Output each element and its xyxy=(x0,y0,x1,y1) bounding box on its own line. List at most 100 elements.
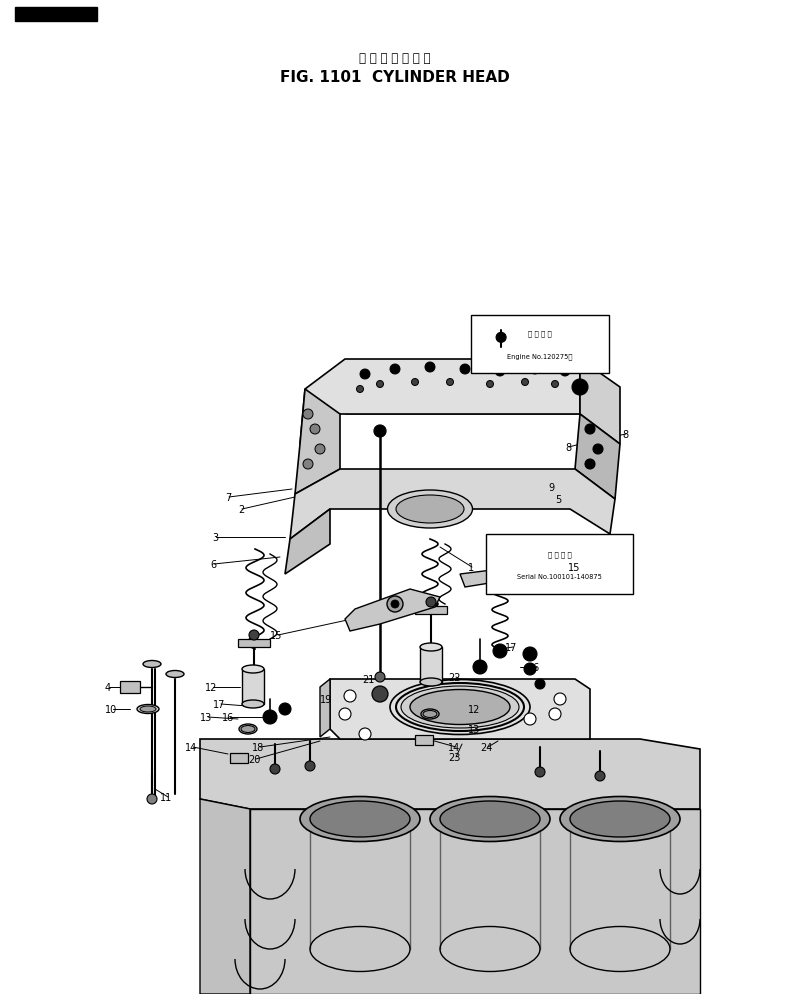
Text: Engine No.120275〜: Engine No.120275〜 xyxy=(507,353,573,360)
Circle shape xyxy=(446,379,453,386)
Circle shape xyxy=(572,380,588,396)
Ellipse shape xyxy=(410,690,510,725)
Bar xyxy=(120,681,140,693)
Polygon shape xyxy=(295,390,340,494)
Bar xyxy=(420,647,442,682)
Circle shape xyxy=(460,365,470,375)
Circle shape xyxy=(279,704,291,716)
Circle shape xyxy=(595,771,605,781)
Polygon shape xyxy=(285,510,330,575)
Circle shape xyxy=(305,761,315,771)
Circle shape xyxy=(585,424,595,434)
Bar xyxy=(15,8,97,22)
Circle shape xyxy=(554,693,566,706)
Circle shape xyxy=(339,709,351,721)
Text: 13: 13 xyxy=(468,725,480,735)
Circle shape xyxy=(372,686,388,703)
Circle shape xyxy=(521,379,528,386)
Text: 1: 1 xyxy=(468,563,474,573)
Ellipse shape xyxy=(242,665,264,673)
Text: 3: 3 xyxy=(212,533,218,543)
Text: 17: 17 xyxy=(505,642,517,652)
Text: FIG. 1101  CYLINDER HEAD: FIG. 1101 CYLINDER HEAD xyxy=(280,71,510,85)
Text: 13: 13 xyxy=(200,713,212,723)
Circle shape xyxy=(377,381,384,388)
Circle shape xyxy=(249,630,259,640)
Text: 適 用 号 等: 適 用 号 等 xyxy=(528,330,552,337)
Bar xyxy=(230,753,248,763)
Ellipse shape xyxy=(166,671,184,678)
Bar xyxy=(471,316,609,374)
Text: 12: 12 xyxy=(205,682,218,692)
Ellipse shape xyxy=(430,797,550,842)
Bar xyxy=(415,736,433,746)
Ellipse shape xyxy=(560,797,680,842)
Circle shape xyxy=(535,679,545,689)
Circle shape xyxy=(496,333,506,343)
Circle shape xyxy=(263,711,277,725)
Polygon shape xyxy=(320,679,330,738)
Ellipse shape xyxy=(241,726,255,733)
Text: 18: 18 xyxy=(252,743,264,752)
Ellipse shape xyxy=(421,710,439,720)
Circle shape xyxy=(357,386,364,393)
Text: 2: 2 xyxy=(238,505,244,515)
Circle shape xyxy=(375,672,385,682)
Circle shape xyxy=(360,370,370,380)
Text: 7: 7 xyxy=(225,492,231,503)
Text: 20: 20 xyxy=(248,754,260,764)
Text: 15: 15 xyxy=(568,563,581,573)
Bar xyxy=(238,639,270,647)
Circle shape xyxy=(426,597,436,607)
Text: 14: 14 xyxy=(448,743,460,752)
Circle shape xyxy=(147,794,157,804)
Text: 10: 10 xyxy=(105,705,117,715)
Circle shape xyxy=(495,367,505,377)
Text: 14: 14 xyxy=(185,743,197,752)
Ellipse shape xyxy=(401,686,519,729)
Circle shape xyxy=(359,729,371,741)
Circle shape xyxy=(473,660,487,674)
Circle shape xyxy=(493,571,507,584)
Text: シ リ ン ダ ヘ ッ ド: シ リ ン ダ ヘ ッ ド xyxy=(359,52,431,65)
Polygon shape xyxy=(575,414,620,500)
Text: 24: 24 xyxy=(480,743,492,752)
Circle shape xyxy=(303,410,313,419)
Text: Serial No.100101-140875: Serial No.100101-140875 xyxy=(517,574,602,580)
Text: 5: 5 xyxy=(555,494,562,505)
Text: 9: 9 xyxy=(548,482,554,492)
Circle shape xyxy=(549,709,561,721)
Circle shape xyxy=(493,565,507,579)
Circle shape xyxy=(560,367,570,377)
Polygon shape xyxy=(580,360,620,444)
Ellipse shape xyxy=(440,801,540,837)
Text: 25: 25 xyxy=(596,572,610,581)
Circle shape xyxy=(486,381,494,388)
Ellipse shape xyxy=(423,711,437,718)
Bar xyxy=(415,606,447,614)
Circle shape xyxy=(391,600,399,608)
Ellipse shape xyxy=(300,797,420,842)
Circle shape xyxy=(387,596,403,612)
Text: 17: 17 xyxy=(213,700,225,710)
Polygon shape xyxy=(290,469,615,540)
Text: 22: 22 xyxy=(448,672,460,682)
Text: 15: 15 xyxy=(270,630,282,640)
Ellipse shape xyxy=(137,705,159,714)
Text: 16: 16 xyxy=(528,662,540,672)
Bar xyxy=(486,535,633,594)
Circle shape xyxy=(425,363,435,373)
Circle shape xyxy=(390,365,400,375)
Text: 8: 8 xyxy=(565,442,571,452)
Circle shape xyxy=(493,644,507,658)
Polygon shape xyxy=(300,360,580,444)
Circle shape xyxy=(411,379,418,386)
Text: 12: 12 xyxy=(468,705,480,715)
Circle shape xyxy=(535,767,545,777)
Polygon shape xyxy=(460,565,545,587)
Ellipse shape xyxy=(570,801,670,837)
Ellipse shape xyxy=(420,678,442,686)
Polygon shape xyxy=(200,799,250,994)
Polygon shape xyxy=(577,563,630,587)
Circle shape xyxy=(270,764,280,774)
